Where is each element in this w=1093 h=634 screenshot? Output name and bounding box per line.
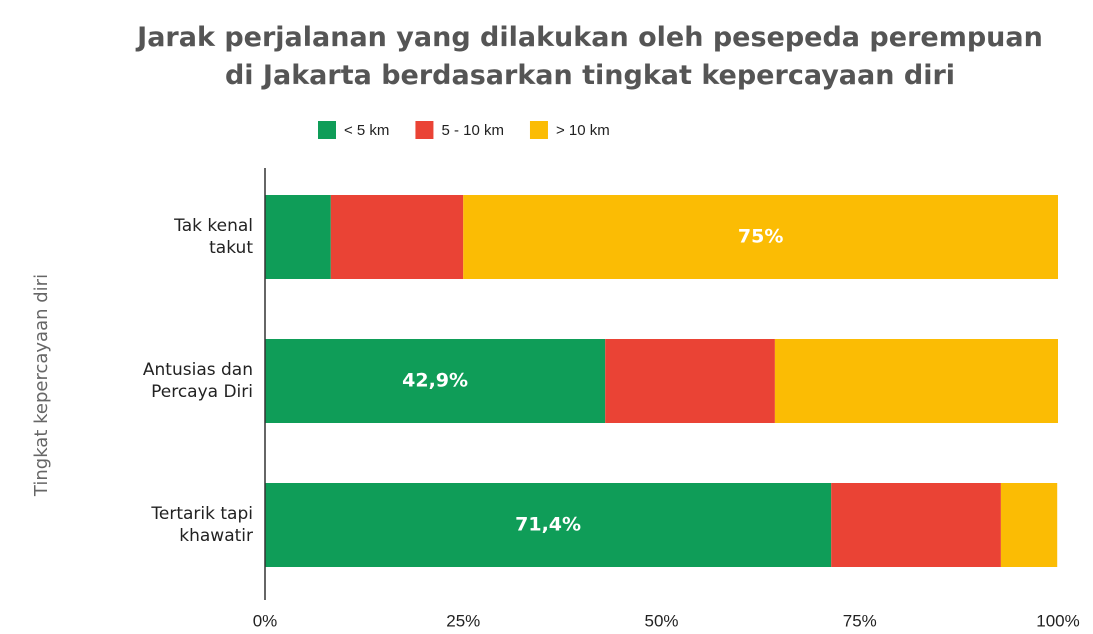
chart-title: Jarak perjalanan yang dilakukan oleh pes… bbox=[135, 22, 1043, 91]
legend-label: 5 - 10 km bbox=[441, 122, 504, 139]
legend-swatch bbox=[318, 121, 336, 139]
x-tick-label: 25% bbox=[446, 611, 480, 630]
bar-segment bbox=[265, 483, 832, 567]
y-tick-label: Antusias dan Percaya Diri bbox=[142, 360, 253, 402]
legend-swatch bbox=[529, 121, 548, 139]
bar-segment bbox=[774, 339, 1058, 423]
y-tick-label: Tak kenal takut bbox=[174, 216, 253, 258]
x-tick-label: 0% bbox=[253, 611, 278, 630]
value-label: 42,9% bbox=[402, 370, 468, 392]
bar-segment bbox=[265, 339, 606, 423]
legend-label: < 5 km bbox=[344, 122, 389, 139]
title-line: Jarak perjalanan yang dilakukan oleh pes… bbox=[135, 22, 1043, 53]
y-tick-label: Tertarik tapi khawatir bbox=[151, 504, 253, 546]
legend-swatch bbox=[415, 121, 434, 139]
x-tick-label: 50% bbox=[644, 611, 678, 630]
x-tick-label: 100% bbox=[1036, 611, 1079, 630]
bar-segment bbox=[330, 195, 464, 279]
bar-segment bbox=[605, 339, 775, 423]
bar-segment bbox=[463, 195, 1058, 279]
title-line: di Jakarta berdasarkan tingkat kepercaya… bbox=[225, 60, 955, 91]
bar-segment bbox=[265, 195, 331, 279]
legend-label: > 10 km bbox=[556, 122, 610, 139]
value-label: 75% bbox=[738, 226, 783, 248]
x-tick-label: 75% bbox=[843, 611, 877, 630]
bar-segment bbox=[831, 483, 1001, 567]
value-label: 71,4% bbox=[515, 514, 581, 536]
y-axis-label: Tingkat kepercayaan diri bbox=[31, 274, 52, 497]
bar-segment bbox=[1000, 483, 1058, 567]
